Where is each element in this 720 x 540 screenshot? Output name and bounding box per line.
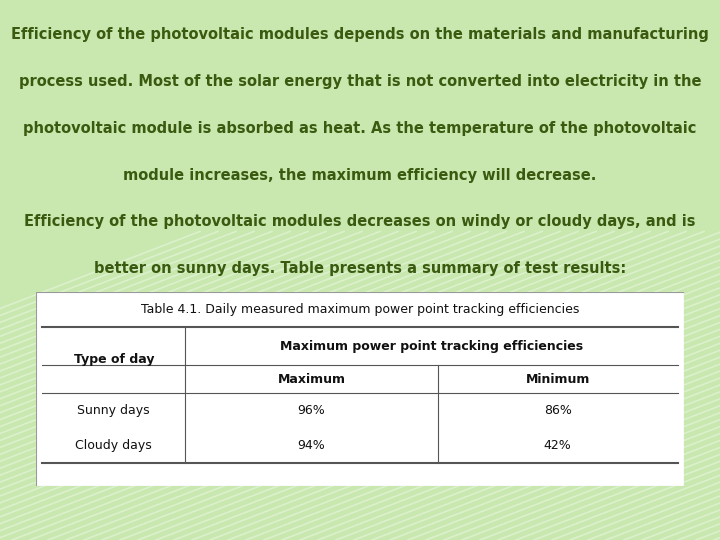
Text: Table 4.1. Daily measured maximum power point tracking efficiencies: Table 4.1. Daily measured maximum power … [141, 302, 579, 315]
Text: 94%: 94% [297, 438, 325, 451]
Text: photovoltaic module is absorbed as heat. As the temperature of the photovoltaic: photovoltaic module is absorbed as heat.… [23, 121, 697, 136]
Text: better on sunny days. Table presents a summary of test results:: better on sunny days. Table presents a s… [94, 261, 626, 276]
Text: Sunny days: Sunny days [78, 404, 150, 417]
Text: Efficiency of the photovoltaic modules depends on the materials and manufacturin: Efficiency of the photovoltaic modules d… [11, 27, 709, 42]
Text: Type of day: Type of day [73, 353, 154, 366]
Text: 86%: 86% [544, 404, 572, 417]
Text: process used. Most of the solar energy that is not converted into electricity in: process used. Most of the solar energy t… [19, 74, 701, 89]
Text: Minimum: Minimum [526, 373, 590, 386]
Text: Maximum: Maximum [277, 373, 346, 386]
Text: Maximum power point tracking efficiencies: Maximum power point tracking efficiencie… [279, 340, 583, 353]
Text: module increases, the maximum efficiency will decrease.: module increases, the maximum efficiency… [123, 167, 597, 183]
Text: Efficiency of the photovoltaic modules decreases on windy or cloudy days, and is: Efficiency of the photovoltaic modules d… [24, 214, 696, 230]
Text: Cloudy days: Cloudy days [76, 438, 152, 451]
Text: 96%: 96% [297, 404, 325, 417]
Text: 42%: 42% [544, 438, 572, 451]
